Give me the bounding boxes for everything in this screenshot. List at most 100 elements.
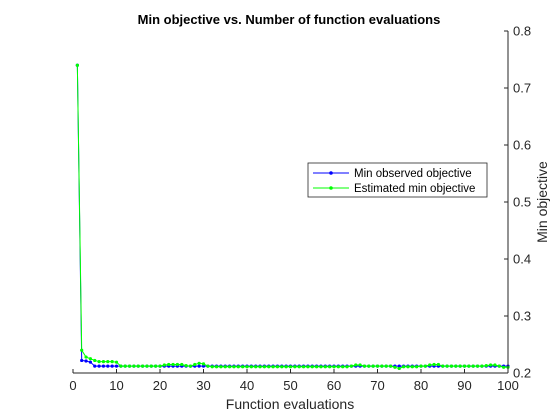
series-point-1 [332, 365, 336, 369]
legend-box [307, 162, 488, 198]
series-point-0 [197, 364, 201, 368]
series-point-1 [432, 362, 436, 367]
series-point-1 [375, 364, 380, 368]
series-point-1 [445, 364, 449, 368]
series-point-1 [310, 365, 314, 369]
series-point-1 [449, 364, 454, 368]
series-point-1 [297, 365, 301, 369]
series-point-1 [284, 365, 288, 369]
series-point-1 [380, 364, 384, 368]
x-tick-label: 30 [196, 378, 210, 393]
series-point-0 [397, 364, 401, 368]
series-point-1 [493, 363, 497, 367]
series-point-1 [258, 365, 262, 369]
series-point-1 [410, 365, 414, 369]
x-tick-label: 40 [240, 378, 254, 393]
series-point-0 [84, 359, 88, 363]
series-point-1 [436, 362, 440, 367]
series-point-1 [123, 364, 127, 368]
series-point-1 [367, 364, 371, 368]
series-point-1 [397, 366, 401, 371]
series-point-1 [254, 365, 258, 369]
y-tick-label: 0.8 [513, 24, 531, 39]
series-point-1 [145, 364, 149, 368]
y-tick-label: 0.2 [513, 366, 531, 381]
series-point-1 [267, 365, 271, 369]
series-point-1 [136, 364, 140, 368]
series-point-1 [301, 365, 306, 369]
series-point-1 [175, 362, 179, 367]
series-point-0 [201, 364, 206, 368]
series-point-1 [293, 365, 297, 369]
series-point-1 [402, 365, 406, 369]
series-point-1 [232, 365, 236, 369]
y-tick-label: 0.5 [513, 195, 531, 210]
series-point-1 [210, 365, 214, 369]
legend-marker-estimated [329, 186, 333, 190]
series-point-0 [93, 364, 97, 368]
series-point-1 [345, 365, 349, 369]
series-point-1 [201, 362, 206, 366]
series-point-0 [114, 364, 119, 368]
series-point-1 [245, 365, 249, 369]
series-point-1 [419, 364, 423, 368]
series-point-1 [101, 360, 106, 364]
series-point-1 [114, 360, 119, 364]
series-point-1 [502, 365, 506, 369]
series-line-1 [76, 65, 508, 369]
series-point-1 [214, 365, 219, 369]
series-point-1 [236, 365, 240, 369]
series-point-1 [406, 365, 410, 369]
y-tick-label: 0.7 [513, 81, 531, 96]
series-point-1 [288, 365, 293, 369]
series-point-1 [319, 365, 323, 369]
x-axis-ticks: 0 10 20 30 40 50 60 70 80 90 100 [69, 369, 519, 393]
series-point-0 [106, 364, 110, 368]
series-point-1 [441, 364, 445, 368]
y-tick-label: 0.4 [513, 252, 531, 267]
series-point-1 [475, 364, 480, 368]
series-point-1 [393, 365, 397, 369]
series-point-1 [458, 364, 462, 368]
series-point-1 [428, 363, 432, 367]
series-point-1 [423, 364, 427, 368]
series-point-1 [358, 363, 362, 367]
y-tick-label: 0.3 [513, 309, 531, 324]
series-point-1 [275, 365, 280, 369]
x-tick-label: 20 [153, 378, 167, 393]
series-point-1 [158, 364, 162, 368]
series-point-0 [88, 360, 92, 364]
series-point-1 [80, 348, 84, 352]
series-point-1 [127, 364, 132, 368]
series-point-1 [262, 365, 266, 369]
series-point-1 [328, 365, 332, 369]
x-tick-label: 90 [457, 378, 471, 393]
x-tick-label: 0 [69, 378, 76, 393]
series-point-0 [110, 364, 114, 368]
legend-label-min-observed: Min observed objective [354, 168, 472, 180]
series-point-1 [88, 357, 92, 361]
plot-background [73, 31, 508, 373]
legend-marker-min-observed [329, 171, 333, 175]
series-point-1 [206, 364, 210, 368]
x-tick-label: 60 [327, 378, 341, 393]
series-point-1 [306, 365, 310, 369]
series-point-1 [119, 364, 123, 368]
series-point-1 [454, 364, 458, 368]
x-tick-label: 100 [497, 378, 519, 393]
x-axis-label: Function evaluations [226, 396, 354, 412]
series-point-1 [188, 364, 193, 368]
series-layer [75, 63, 510, 371]
series-point-1 [93, 358, 97, 363]
y-axis-ticks: 0.2 0.3 0.4 0.5 0.6 0.7 0.8 [504, 24, 531, 381]
series-point-1 [489, 363, 493, 367]
series-point-1 [110, 360, 114, 364]
y-tick-label: 0.6 [513, 138, 531, 153]
series-point-0 [97, 364, 101, 368]
series-point-1 [471, 364, 475, 368]
series-point-1 [197, 361, 201, 365]
series-point-1 [388, 364, 393, 368]
y-axis-label: Min objective [534, 161, 550, 243]
series-point-1 [249, 365, 253, 369]
